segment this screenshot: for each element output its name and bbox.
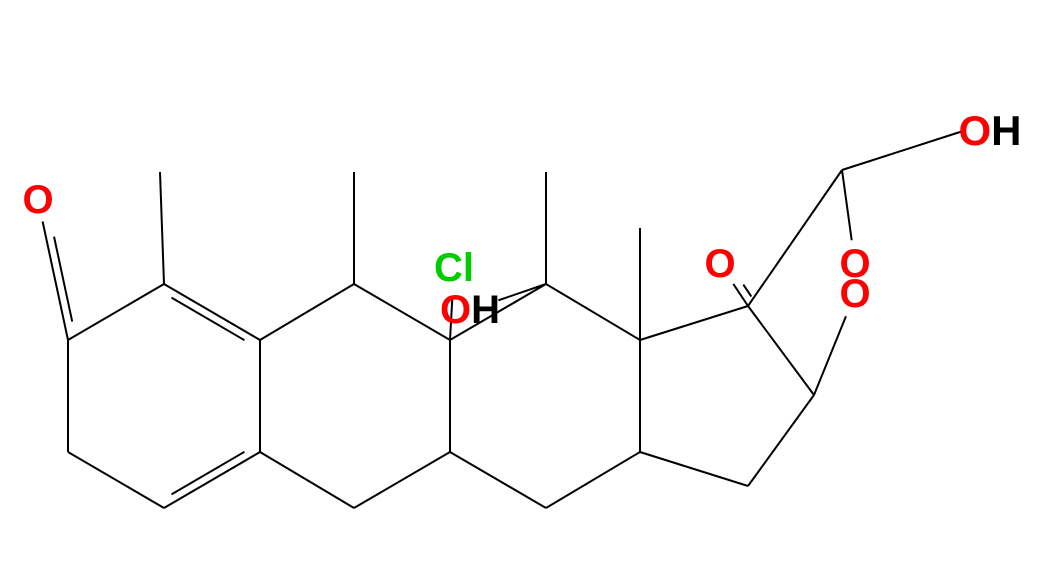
atom-label-o: OH [958, 107, 1021, 154]
atom-label-o: O [22, 178, 53, 222]
atom-label-o: O [839, 272, 870, 316]
atom-label-cl: Cl [434, 246, 474, 290]
atom-label-o: OH [440, 288, 500, 332]
atom-label-o: O [704, 242, 735, 286]
molecule-diagram: OOOOOHOHCl [0, 0, 1049, 561]
